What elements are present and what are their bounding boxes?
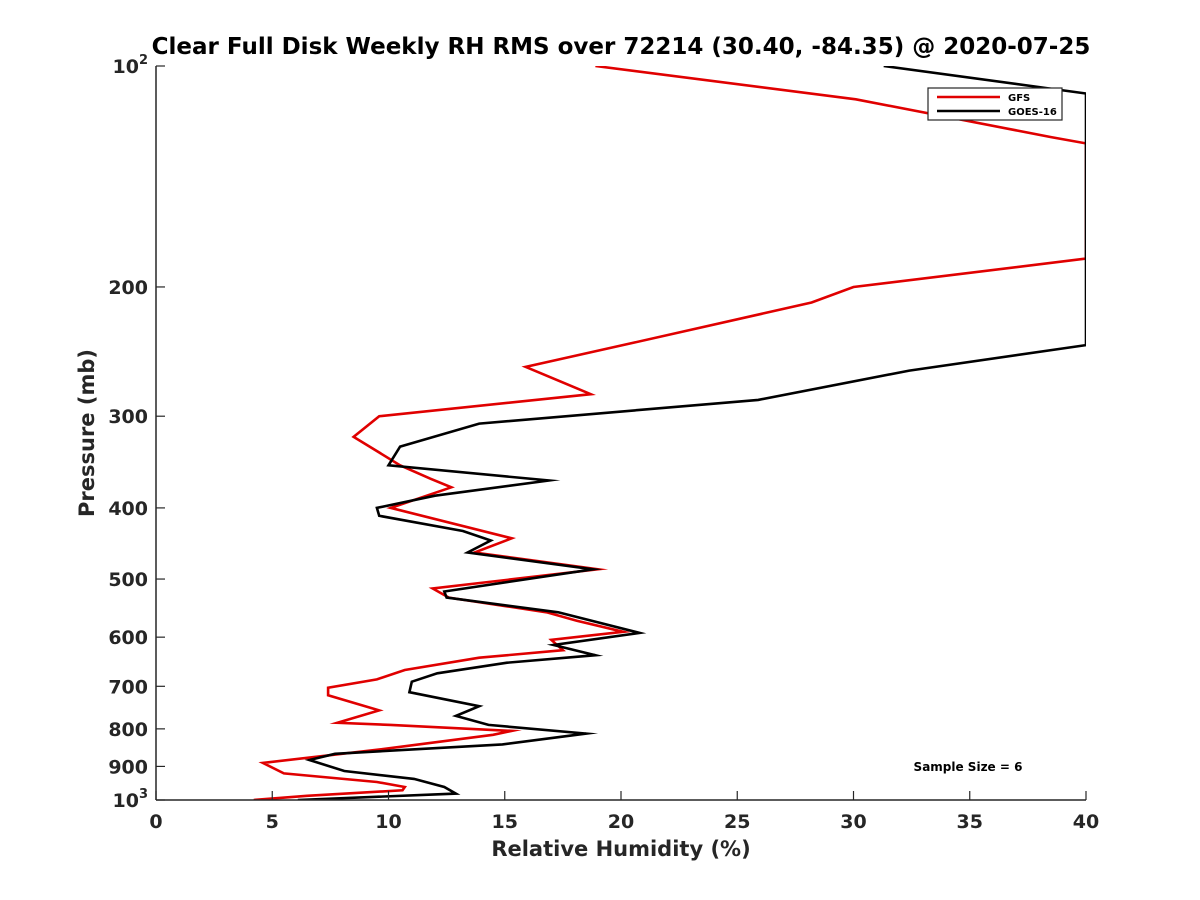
series-layer	[253, 66, 1086, 800]
x-tick-label: 10	[375, 811, 401, 833]
x-axis-title: Relative Humidity (%)	[491, 837, 750, 861]
y-tick-label: 102	[113, 53, 149, 78]
x-tick-label: 35	[957, 811, 983, 833]
x-tick-label: 15	[492, 811, 518, 833]
y-tick-label: 300	[108, 406, 148, 428]
chart-title: Clear Full Disk Weekly RH RMS over 72214…	[152, 34, 1091, 60]
y-tick-label: 400	[108, 498, 148, 520]
x-tick-label: 0	[149, 811, 162, 833]
y-tick-label: 200	[108, 277, 148, 299]
x-tick-label: 30	[840, 811, 866, 833]
y-tick-label: 500	[108, 569, 148, 591]
x-tick-label: 40	[1073, 811, 1099, 833]
y-tick-label: 900	[108, 756, 148, 778]
legend-box	[927, 87, 1063, 121]
series-line-goes-16	[297, 66, 1086, 800]
legend-label-gfs: GFS	[1008, 93, 1030, 104]
sample-size-annotation: Sample Size = 6	[914, 760, 1023, 774]
legend: GFS GOES-16	[927, 87, 1063, 121]
x-tick-label: 5	[266, 811, 279, 833]
y-tick-label: 600	[108, 627, 148, 649]
series-line-gfs	[253, 66, 1086, 800]
x-tick-label: 25	[724, 811, 750, 833]
y-tick-label: 700	[108, 676, 148, 698]
x-tick-label: 20	[608, 811, 634, 833]
y-tick-label: 103	[113, 787, 149, 812]
legend-label-goes-16: GOES-16	[1008, 107, 1057, 118]
axes: 0 5 10 15 20 25 30 35 40 102 200 300 400 500 600 700 800…	[108, 53, 1099, 833]
y-axis-title: Pressure (mb)	[75, 349, 99, 517]
y-tick-label: 800	[108, 719, 148, 741]
